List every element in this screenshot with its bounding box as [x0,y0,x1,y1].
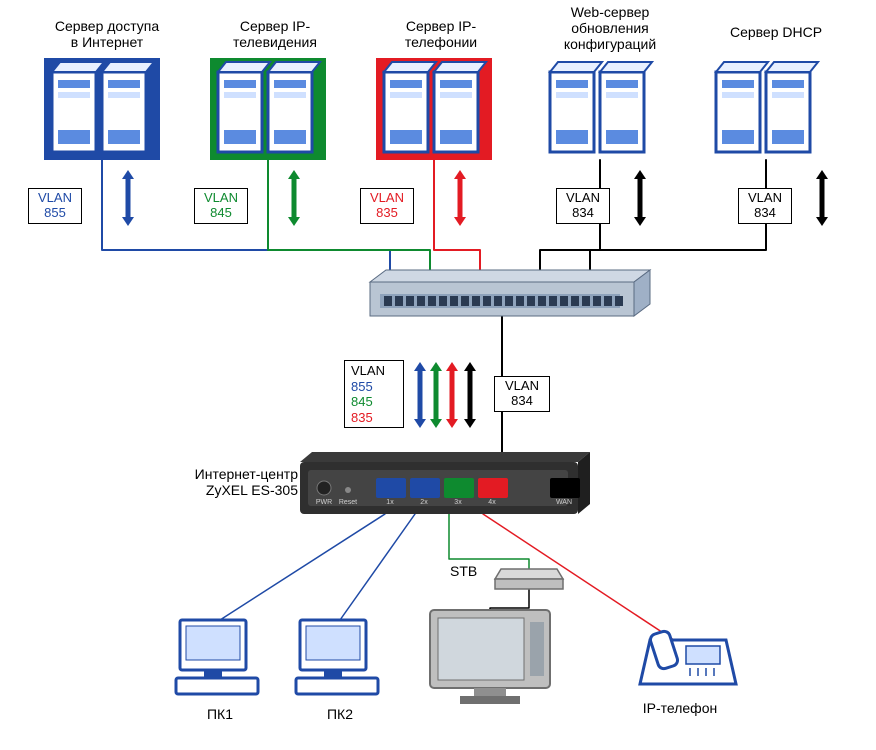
tv [430,610,550,704]
svg-text:3x: 3x [454,499,462,506]
trunk-side-vlan-box: VLAN 834 [494,376,550,412]
ip-phone [640,630,736,684]
label-pc2: ПК2 [310,706,370,722]
vlan-title: VLAN [199,191,243,206]
svg-text:2x: 2x [420,499,428,506]
pc2 [296,620,378,694]
label-server-iptv: Сервер IP- телевидения [200,18,350,50]
vlan-box-web: VLAN 834 [556,188,610,224]
vlan-num: 835 [365,206,409,221]
vlan-num: 834 [499,394,545,409]
vlan-title: VLAN [499,379,545,394]
trunk-line-845: 845 [351,394,397,410]
network-switch [370,270,650,316]
vlan-box-iptv: VLAN 845 [194,188,248,224]
server-iptv [210,58,326,160]
pc1 [176,620,258,694]
label-phone: IP-телефон [620,700,740,716]
trunk-vlan-box: VLAN 855 845 835 [344,360,404,428]
vlan-title: VLAN [561,191,605,206]
vlan-title: VLAN [743,191,787,206]
diagram-svg: PWR Reset 1x 2x 3x 4x WAN [0,0,876,750]
diagram-stage: PWR Reset 1x 2x 3x 4x WAN Сервер доступа в Инт… [0,0,876,750]
vlan-num: 834 [743,206,787,221]
vlan-num: 845 [199,206,243,221]
router-es305: PWR Reset 1x 2x 3x 4x WAN [300,452,590,514]
label-server-web: Web-сервер обновления конфигураций [530,4,690,52]
vlan-box-internet: VLAN 855 [28,188,82,224]
label-pc1: ПК1 [190,706,250,722]
label-server-internet: Сервер доступа в Интернет [32,18,182,50]
vlan-num: 855 [33,206,77,221]
trunk-title: VLAN [351,363,397,379]
trunk-line-835: 835 [351,410,397,426]
server-web [550,62,652,152]
vlan-box-voip: VLAN 835 [360,188,414,224]
vlan-num: 834 [561,206,605,221]
vlan-box-dhcp: VLAN 834 [738,188,792,224]
svg-text:1x: 1x [386,499,394,506]
server-dhcp [716,62,818,152]
svg-text:WAN: WAN [556,499,572,506]
trunk-line-855: 855 [351,379,397,395]
svg-text:Reset: Reset [339,499,357,506]
stb [495,569,563,589]
vlan-title: VLAN [365,191,409,206]
vlan-title: VLAN [33,191,77,206]
server-voip [376,58,492,160]
svg-text:4x: 4x [488,499,496,506]
label-stb: STB [450,563,490,579]
label-server-dhcp: Сервер DHCP [696,24,856,40]
server-internet [44,58,160,160]
label-server-voip: Сервер IP- телефонии [366,18,516,50]
label-router: Интернет-центр ZyXEL ES-305 [168,466,298,498]
svg-text:PWR: PWR [316,499,332,506]
